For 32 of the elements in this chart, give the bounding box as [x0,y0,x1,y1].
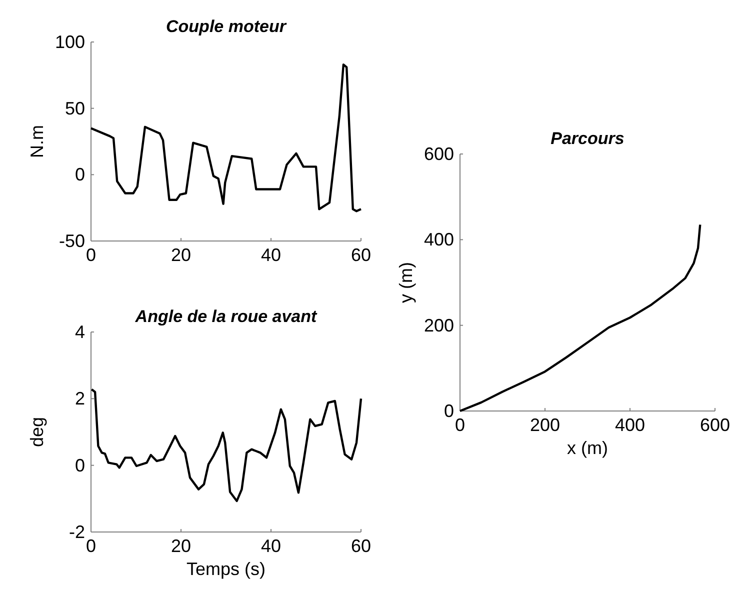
y-tick-label: 50 [64,98,85,118]
y-tick-label: 100 [54,32,85,52]
x-tick-label: 400 [614,415,646,435]
y-tick-label: 200 [424,315,454,336]
line-series [458,224,702,412]
x-axis-title: Temps (s) [186,559,266,579]
y-axis-title: deg [27,416,47,448]
x-tick-label: 40 [260,536,282,556]
x-axis-title: x (m) [567,438,608,458]
y-tick-label: 600 [424,144,454,164]
y-tick-label: -50 [58,231,85,251]
y-axis-title: y (m) [396,262,416,303]
line-series [90,63,362,212]
x-tick-label: 60 [350,536,372,556]
y-tick-label: 4 [74,322,85,342]
y-tick-label: -2 [68,522,85,542]
x-tick-label: 20 [170,245,192,265]
x-tick-label: 20 [170,536,192,556]
chart-title: Couple moteur [166,17,288,36]
x-tick-label: 40 [260,245,282,265]
x-tick-label: 200 [530,415,560,435]
y-tick-label: 2 [74,388,85,409]
chart-title: Angle de la roue avant [134,307,318,326]
x-tick-label: 60 [350,245,372,265]
x-tick-label: 600 [700,415,730,435]
y-tick-label: 0 [74,455,85,476]
y-axis-title: N.m [27,125,47,158]
line-series [90,388,362,502]
y-tick-label: 0 [444,401,454,421]
y-tick-label: 400 [424,230,454,250]
chart-title: Parcours [550,129,624,148]
y-tick-label: 0 [74,164,85,185]
